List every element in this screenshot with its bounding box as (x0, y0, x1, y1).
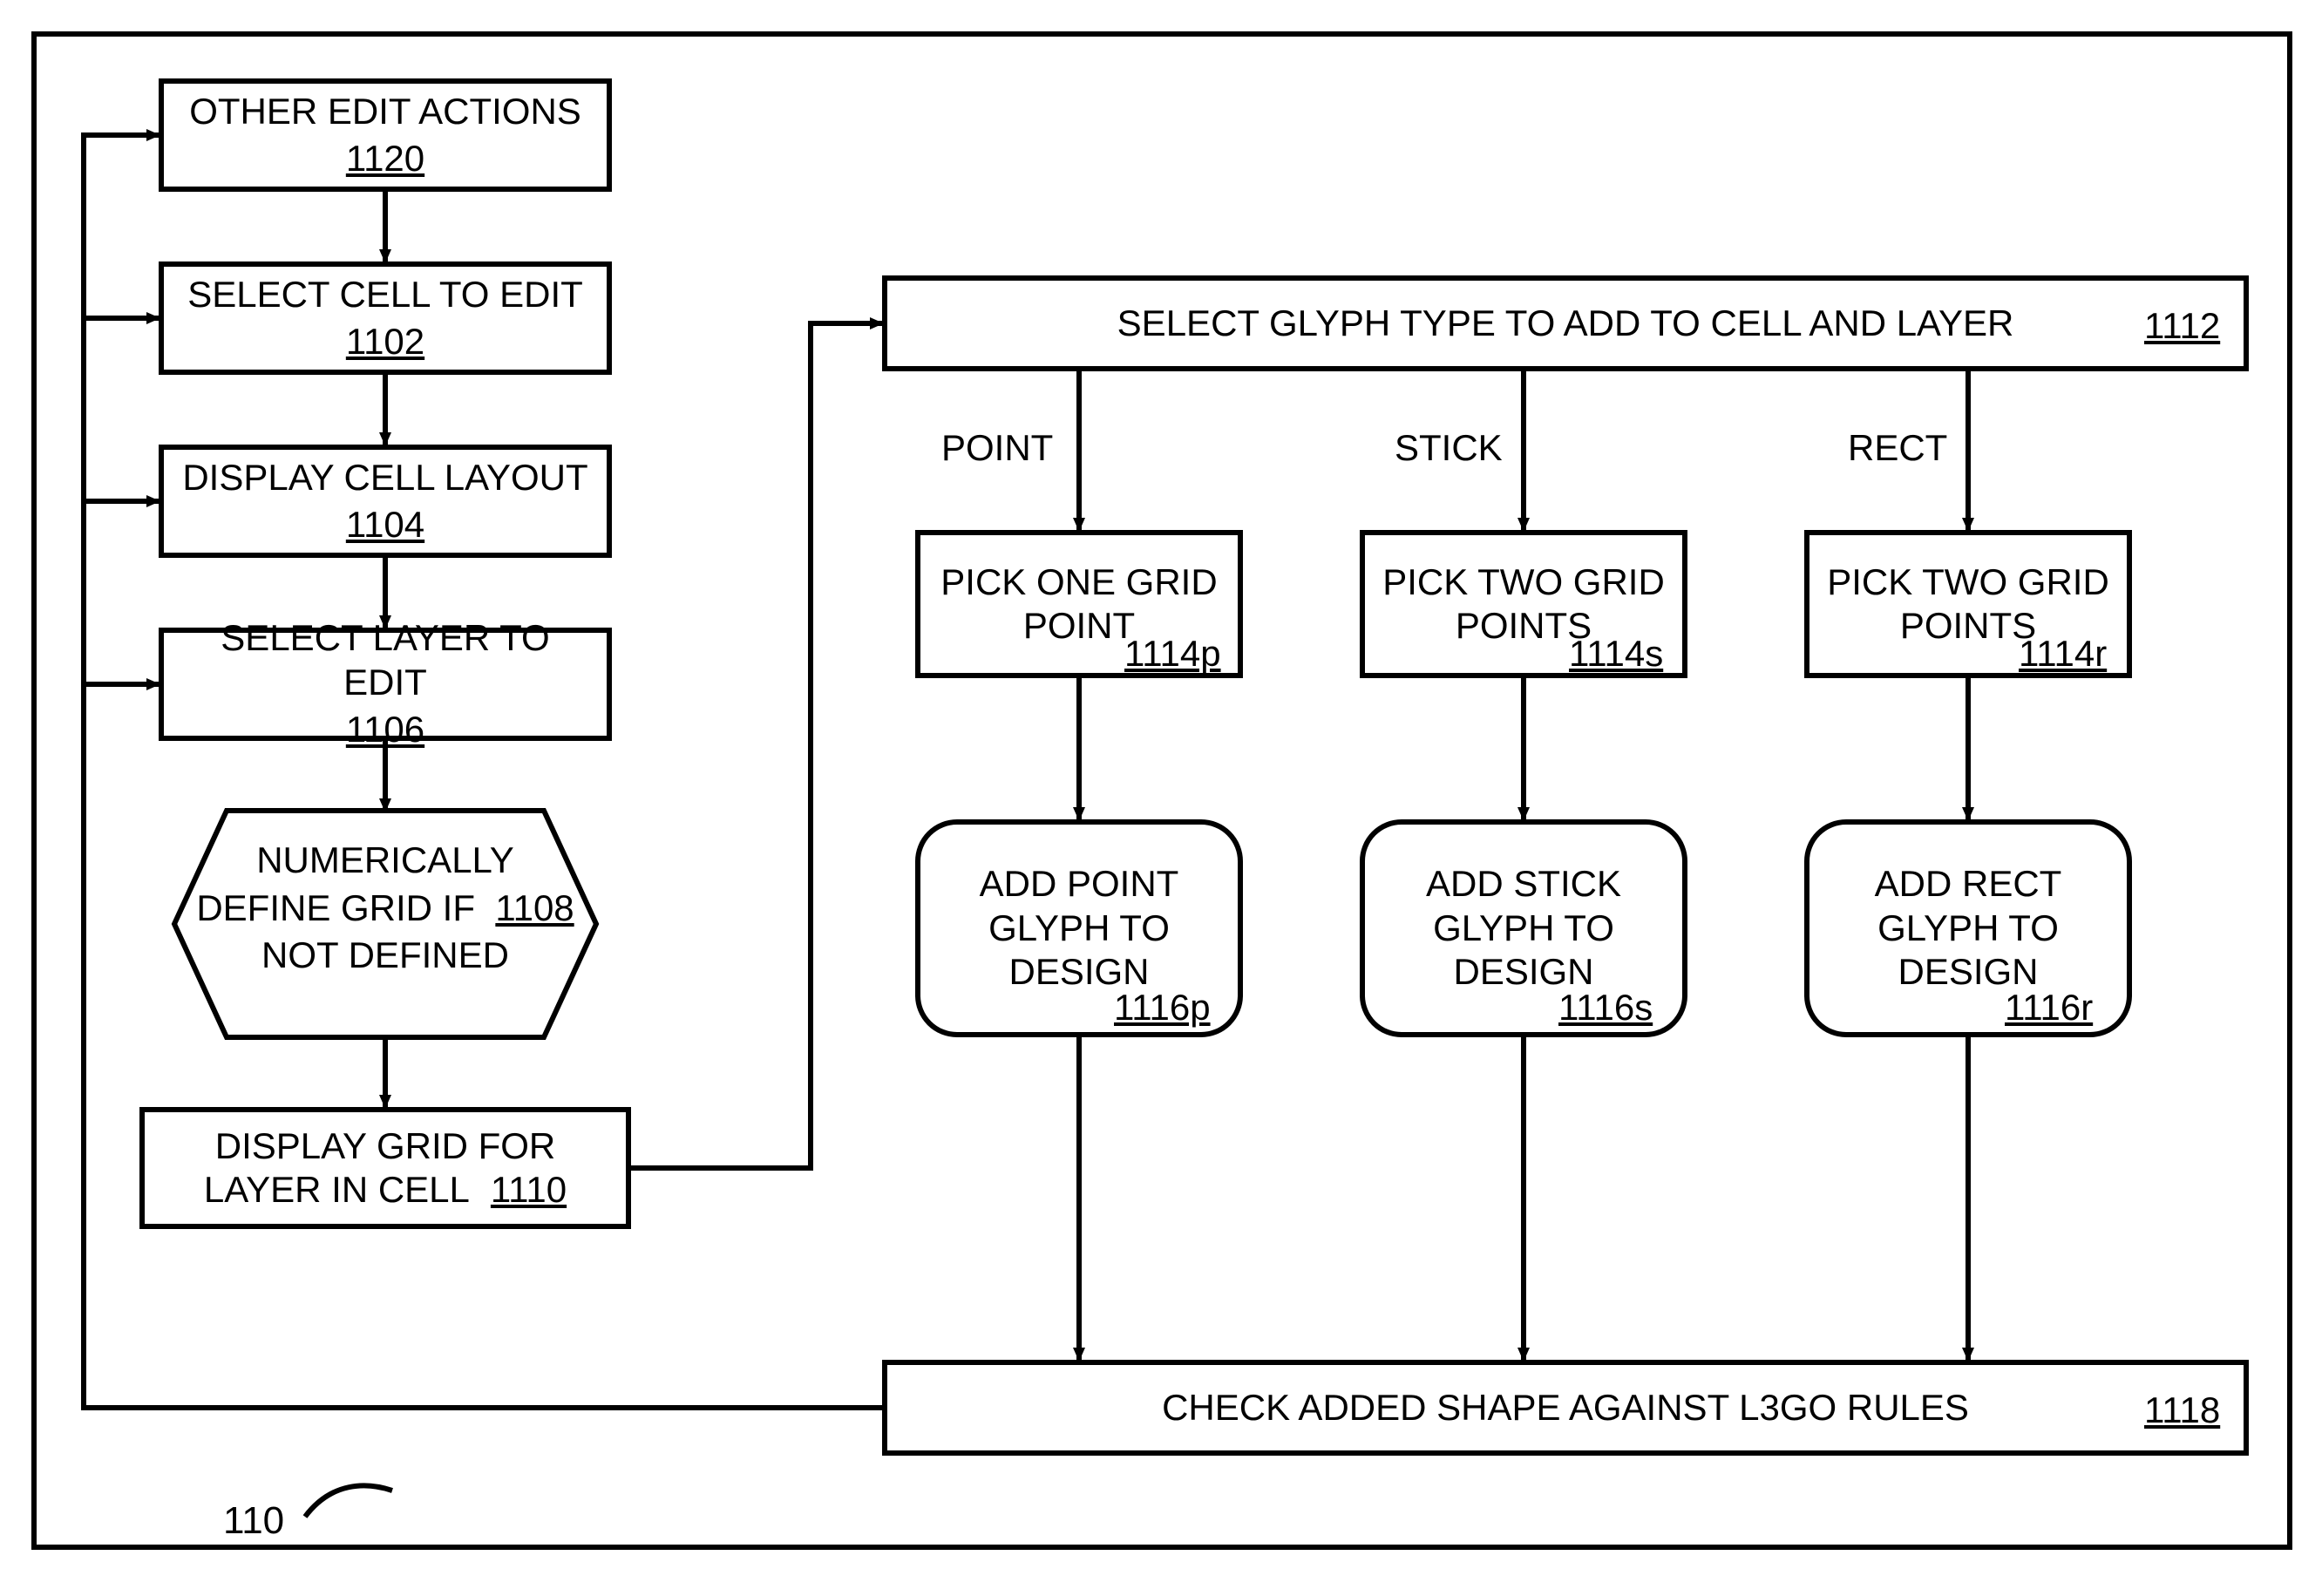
node-ref: 1118 (2144, 1389, 2220, 1431)
node-text-line: ADD POINT (980, 862, 1179, 906)
node-check-rules: CHECK ADDED SHAPE AGAINST L3GO RULES (882, 1360, 2249, 1456)
node-define-grid: NUMERICALLY DEFINE GRID IF 1108 NOT DEFI… (183, 837, 587, 980)
node-text-line: POINTS (1900, 604, 2036, 648)
node-display-cell-layout: DISPLAY CELL LAYOUT 1104 (159, 445, 612, 558)
node-text-line: PICK ONE GRID (940, 560, 1217, 604)
node-ref: 1102 (346, 320, 424, 363)
node-ref: 1110 (491, 1168, 567, 1212)
node-text-line: ADD STICK (1426, 862, 1621, 906)
node-text-line: DEFINE GRID IF 1108 (183, 885, 587, 933)
node-text-line: ADD RECT (1875, 862, 2062, 906)
node-ref: 1116p (1114, 987, 1211, 1029)
node-ref: 1112 (2144, 305, 2220, 347)
node-ref: 1114p (1124, 633, 1221, 675)
node-text: SELECT GLYPH TYPE TO ADD TO CELL AND LAY… (1117, 302, 2014, 345)
node-text: OTHER EDIT ACTIONS (189, 90, 581, 133)
node-text-line: GLYPH TO (1877, 907, 2059, 950)
node-text-line: NOT DEFINED (183, 932, 587, 980)
node-text: SELECT CELL TO EDIT (187, 273, 583, 316)
node-text-line: GLYPH TO (988, 907, 1170, 950)
node-text-line: PICK TWO GRID (1382, 560, 1665, 604)
node-text: SELECT LAYER TO EDIT (174, 616, 596, 704)
node-ref: 1106 (346, 708, 424, 751)
node-select-cell: SELECT CELL TO EDIT 1102 (159, 261, 612, 375)
node-ref: 1120 (346, 137, 424, 180)
node-ref: 1116r (2005, 987, 2093, 1029)
node-other-edit-actions: OTHER EDIT ACTIONS 1120 (159, 78, 612, 192)
node-text-line: NUMERICALLY (183, 837, 587, 885)
figure-ref-number: 110 (223, 1499, 284, 1543)
node-text: CHECK ADDED SHAPE AGAINST L3GO RULES (1162, 1386, 1969, 1430)
node-text-line: LAYER IN CELL 1110 (204, 1168, 567, 1212)
node-select-glyph-type: SELECT GLYPH TYPE TO ADD TO CELL AND LAY… (882, 275, 2249, 371)
node-text-line: GLYPH TO (1433, 907, 1614, 950)
diagram-canvas: OTHER EDIT ACTIONS 1120 SELECT CELL TO E… (0, 0, 2322, 1596)
node-ref: 1104 (346, 503, 424, 547)
edge-label-rect: RECT (1848, 427, 1947, 469)
node-ref: 1114r (2019, 633, 2107, 675)
node-select-layer: SELECT LAYER TO EDIT 1106 (159, 628, 612, 741)
edge-label-stick: STICK (1395, 427, 1503, 469)
node-text: DISPLAY CELL LAYOUT (182, 456, 587, 499)
node-ref: 1108 (495, 887, 574, 928)
node-ref: 1116s (1558, 987, 1653, 1029)
node-text-line: POINT (1023, 604, 1135, 648)
edge-label-point: POINT (941, 427, 1053, 469)
node-ref: 1114s (1569, 633, 1663, 675)
outer-frame (31, 31, 2292, 1550)
node-display-grid: DISPLAY GRID FOR LAYER IN CELL 1110 (139, 1107, 631, 1229)
node-text-line: PICK TWO GRID (1827, 560, 2109, 604)
node-text-line: DISPLAY GRID FOR (215, 1124, 556, 1168)
